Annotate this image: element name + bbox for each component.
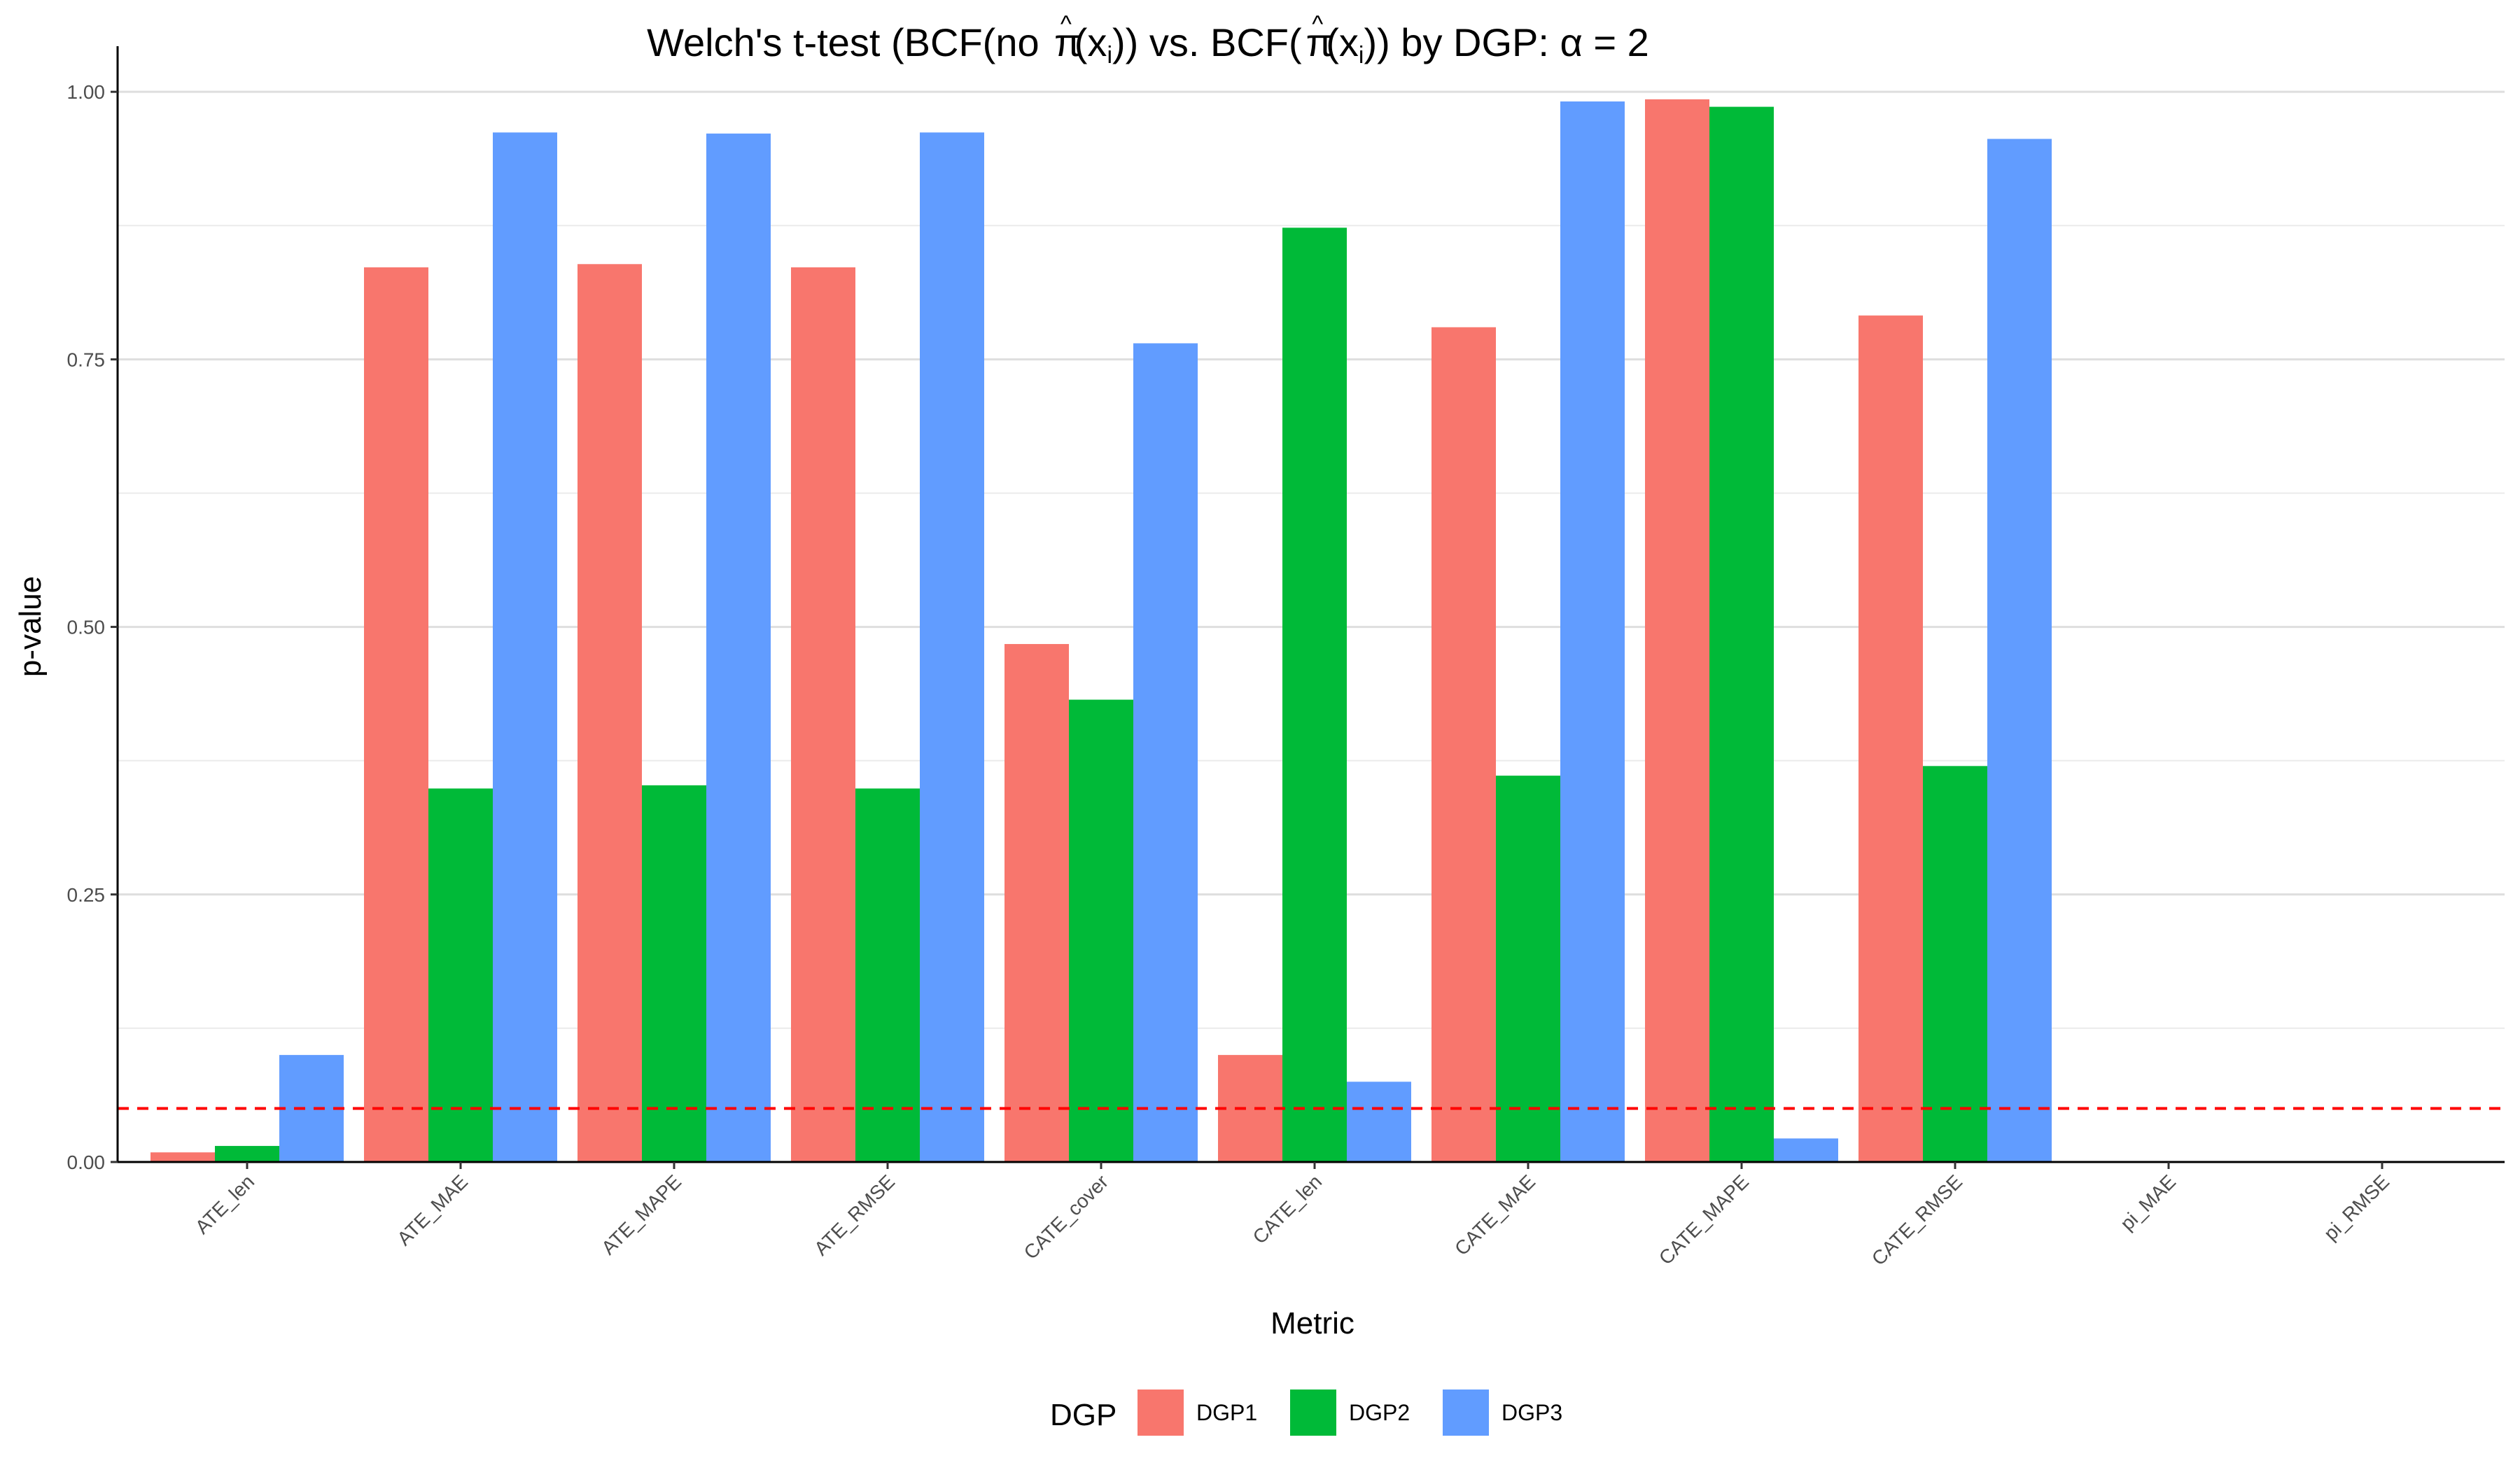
bar-dgp3-cate_mae bbox=[1560, 101, 1625, 1163]
bar-dgp3-cate_cover bbox=[1133, 343, 1198, 1163]
legend-title: DGP bbox=[1050, 1398, 1116, 1432]
legend-key-dgp1 bbox=[1138, 1390, 1184, 1436]
legend-label-dgp1: DGP1 bbox=[1196, 1400, 1257, 1425]
bar-dgp1-cate_len bbox=[1218, 1055, 1282, 1162]
chart-title: Welch's t-test (BCF(no π^(xi)) vs. BCF(π… bbox=[647, 11, 1649, 69]
bar-dgp2-ate_mape bbox=[642, 785, 706, 1162]
bar-dgp1-ate_mae bbox=[364, 267, 428, 1162]
bar-dgp3-cate_mape bbox=[1774, 1138, 1838, 1162]
y-tick-label: 0.75 bbox=[67, 349, 106, 370]
bar-dgp2-cate_mape bbox=[1709, 106, 1774, 1162]
bar-dgp1-cate_mae bbox=[1432, 327, 1496, 1162]
pi-hat-1: π^(xi bbox=[1054, 11, 1112, 69]
bar-dgp2-cate_mae bbox=[1496, 776, 1560, 1162]
bar-dgp3-cate_rmse bbox=[1987, 139, 2052, 1162]
bar-dgp2-cate_rmse bbox=[1923, 766, 1987, 1162]
y-tick-label: 0.50 bbox=[67, 617, 106, 638]
bars bbox=[150, 99, 2052, 1163]
legend-label-dgp3: DGP3 bbox=[1502, 1400, 1562, 1425]
bar-dgp1-cate_cover bbox=[1004, 644, 1069, 1162]
bar-dgp1-cate_mape bbox=[1645, 99, 1709, 1163]
bar-dgp1-ate_mape bbox=[578, 264, 642, 1162]
bar-dgp3-ate_len bbox=[279, 1055, 344, 1162]
axes bbox=[116, 46, 2505, 1163]
y-tick-label: 0.00 bbox=[67, 1152, 106, 1173]
legend-key-dgp2 bbox=[1290, 1390, 1336, 1436]
bar-dgp2-ate_len bbox=[215, 1146, 279, 1162]
y-tick-label: 0.25 bbox=[67, 884, 106, 906]
bar-dgp2-cate_cover bbox=[1069, 699, 1133, 1162]
legend-items: DGP1 DGP2 DGP3 bbox=[1138, 1390, 1562, 1436]
bar-dgp1-ate_rmse bbox=[791, 267, 855, 1162]
y-ticks: 0.00 0.25 0.50 0.75 1.00 bbox=[67, 81, 118, 1173]
bar-dgp3-cate_len bbox=[1347, 1082, 1411, 1162]
bar-dgp3-ate_mae bbox=[493, 132, 557, 1162]
pi-hat-2: π^(xi bbox=[1306, 11, 1364, 69]
x-axis-title: Metric bbox=[1270, 1306, 1354, 1340]
bar-dgp1-ate_len bbox=[150, 1152, 215, 1162]
bar-dgp3-ate_rmse bbox=[920, 132, 984, 1162]
bar-dgp2-ate_rmse bbox=[855, 788, 920, 1162]
bar-dgp1-cate_rmse bbox=[1858, 315, 1923, 1163]
legend-key-dgp3 bbox=[1443, 1390, 1489, 1436]
bar-dgp2-cate_len bbox=[1282, 227, 1347, 1162]
bar-dgp2-ate_mae bbox=[428, 788, 493, 1162]
legend: DGP DGP1 DGP2 DGP3 bbox=[1050, 1390, 1562, 1436]
y-axis-title: p-value bbox=[13, 576, 48, 677]
legend-label-dgp2: DGP2 bbox=[1349, 1400, 1410, 1425]
y-tick-label: 1.00 bbox=[67, 81, 106, 103]
bar-dgp3-ate_mape bbox=[706, 133, 771, 1163]
